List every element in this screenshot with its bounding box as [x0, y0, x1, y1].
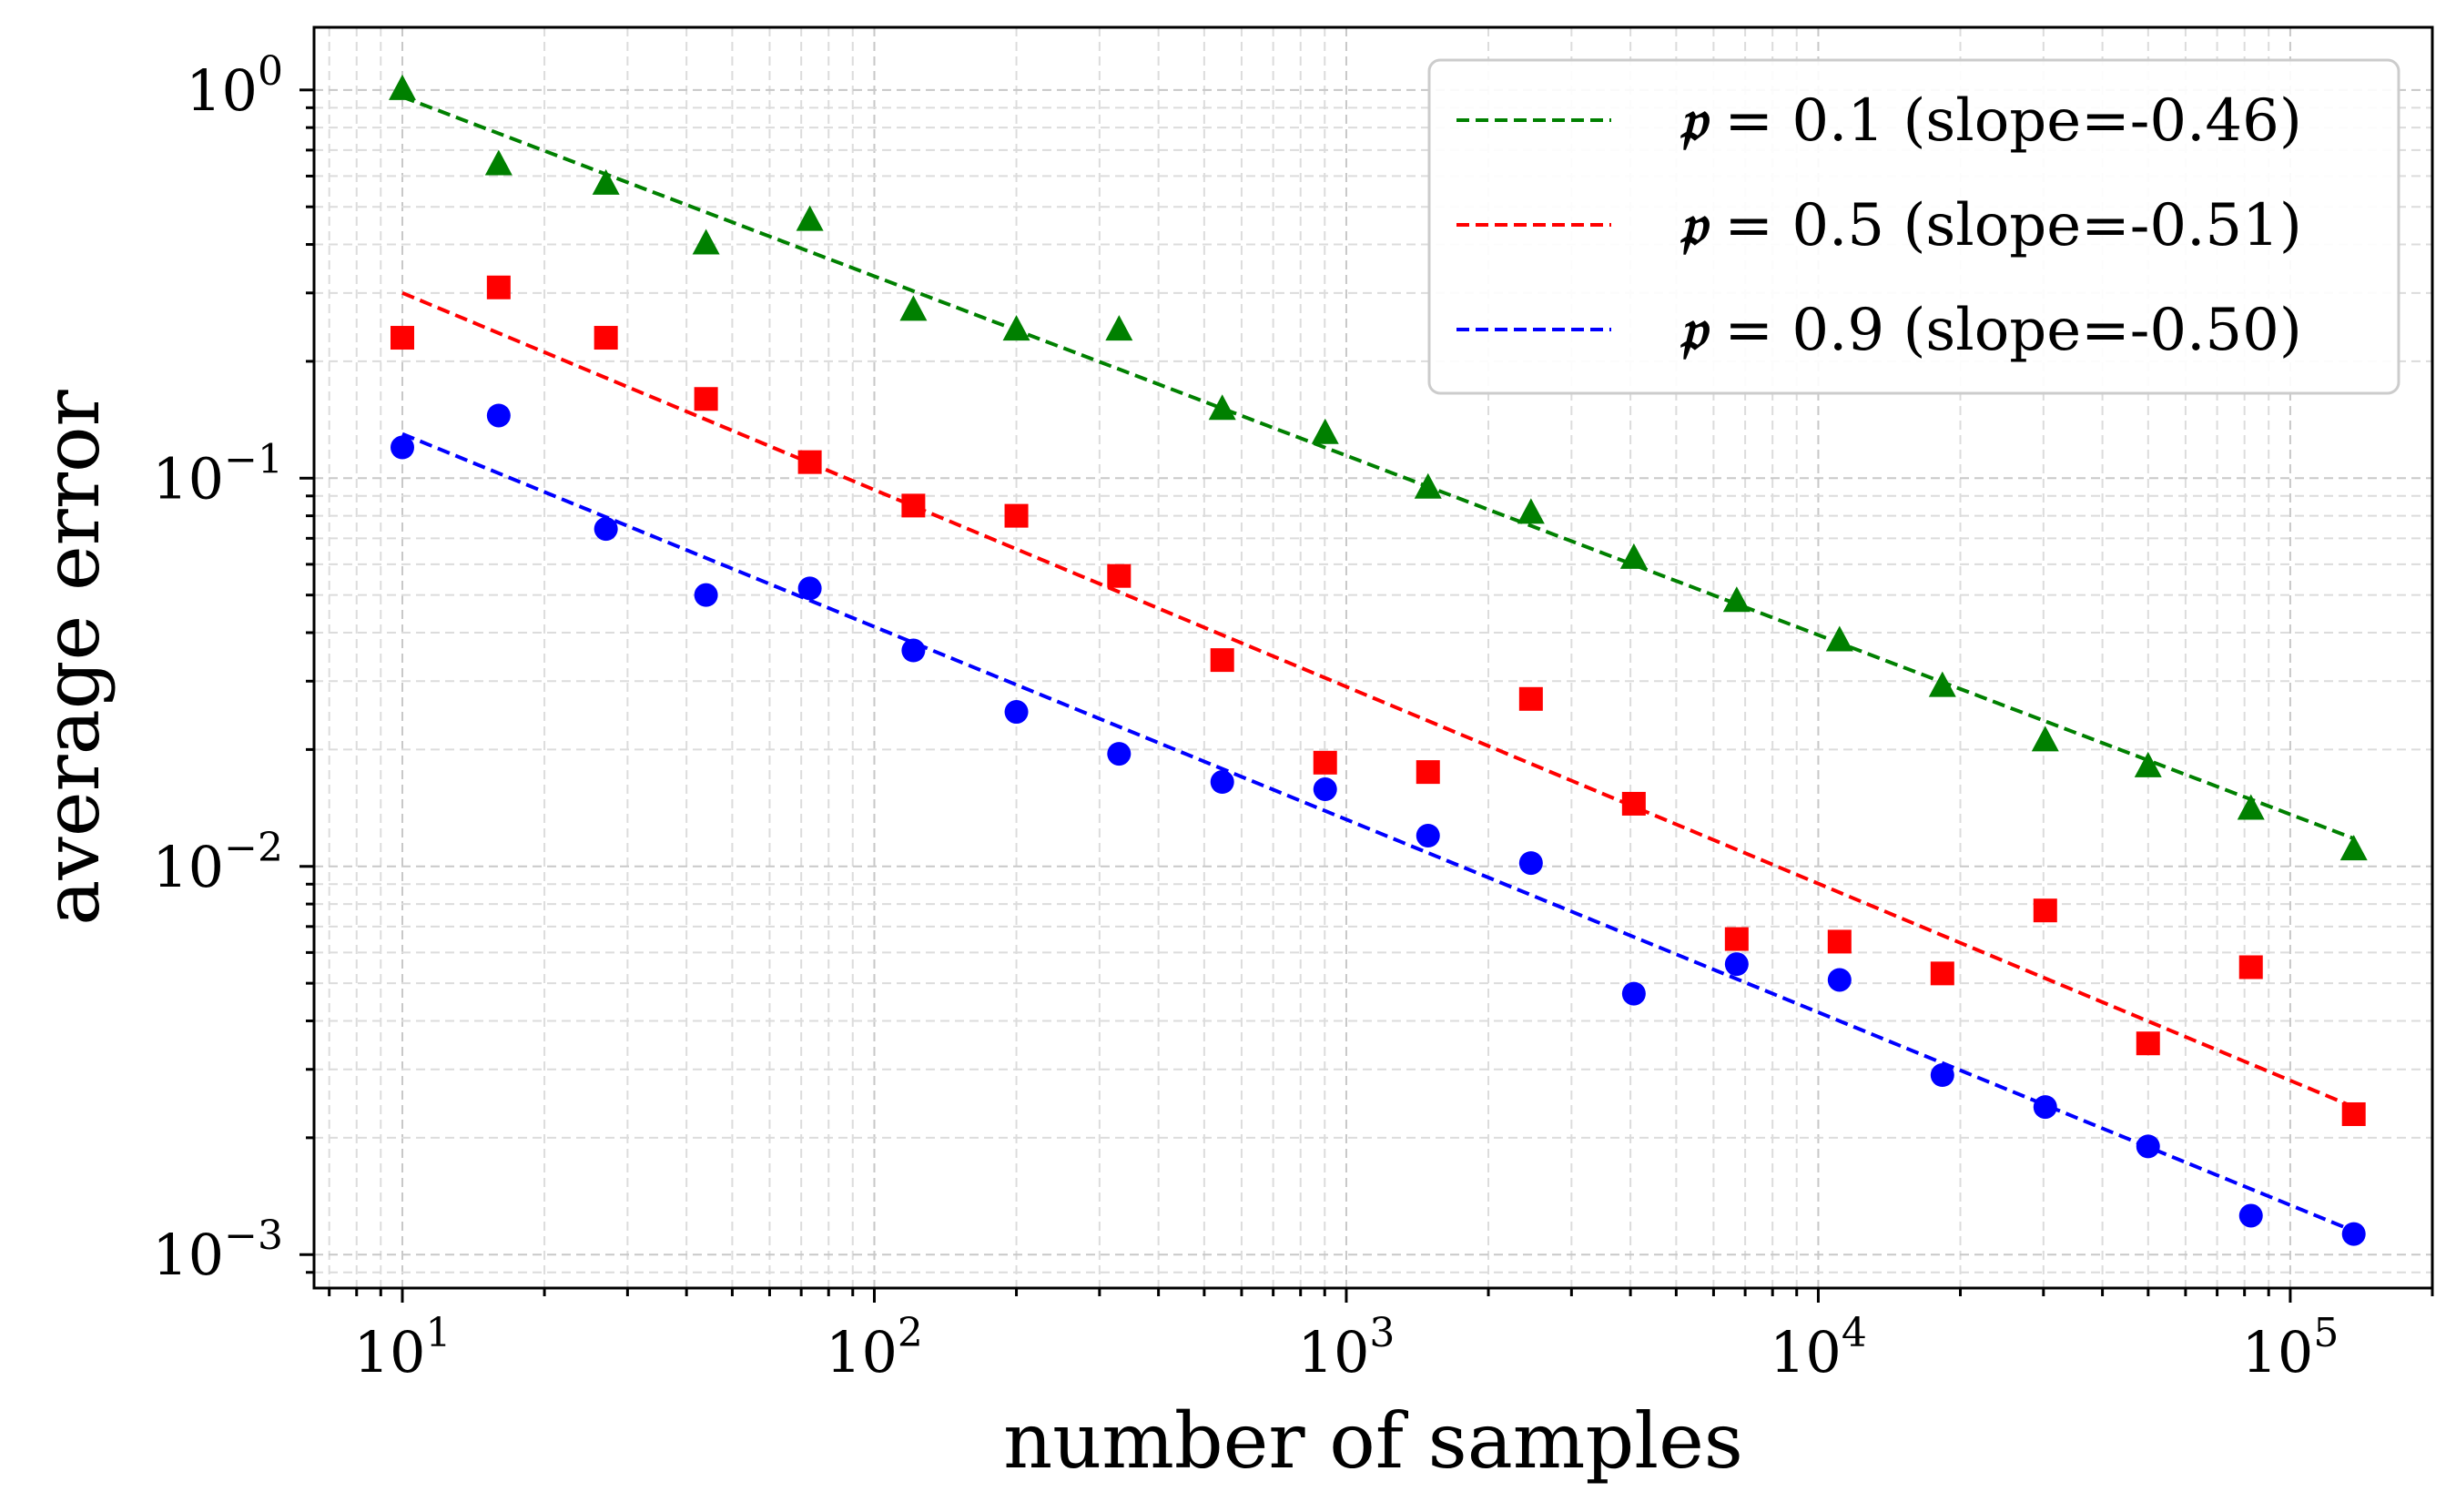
data-point-circle [1621, 981, 1646, 1006]
x-tick-label: 102 [826, 1310, 923, 1385]
data-point-triangle [1928, 671, 1956, 697]
data-point-circle [2033, 1095, 2057, 1120]
data-point-square [901, 493, 926, 518]
legend-label: 𝔭 = 0.9 (slope=-0.50) [1680, 296, 2302, 364]
data-point-circle [901, 638, 926, 663]
fit-line [401, 290, 2355, 1109]
data-point-square [797, 450, 822, 474]
fit-lines [401, 95, 2355, 1233]
data-point-circle [594, 517, 618, 542]
data-point-square [2238, 955, 2263, 979]
data-point-circle [391, 435, 415, 460]
data-points [389, 74, 2368, 1246]
data-point-triangle [1311, 418, 1339, 444]
y-axis-title: average error [27, 389, 117, 925]
data-point-triangle [484, 149, 513, 176]
legend-label: 𝔭 = 0.5 (slope=-0.51) [1680, 191, 2302, 259]
data-point-triangle [1619, 543, 1648, 569]
y-tick-label: 100 [186, 48, 283, 124]
data-point-square [694, 387, 718, 411]
data-point-circle [2238, 1203, 2263, 1228]
data-point-triangle [2339, 835, 2368, 861]
data-point-triangle [1208, 394, 1236, 421]
data-point-square [1930, 961, 1954, 986]
x-axis-title: number of samples [1003, 1396, 1743, 1486]
data-point-circle [797, 576, 822, 601]
data-point-triangle [389, 74, 417, 100]
fit-line [401, 95, 2355, 840]
plot-frame [312, 25, 2434, 1290]
data-point-circle [1210, 770, 1234, 795]
data-point-triangle [1517, 498, 1545, 524]
data-point-square [2033, 898, 2057, 923]
data-point-square [1416, 760, 1440, 785]
data-point-triangle [1002, 315, 1030, 341]
data-point-circle [2341, 1222, 2366, 1246]
data-point-circle [486, 403, 511, 428]
data-point-triangle [899, 295, 928, 321]
data-point-circle [1313, 777, 1337, 802]
x-tick-label: 105 [2241, 1310, 2339, 1385]
data-point-circle [1724, 952, 1749, 977]
legend-box [1427, 58, 2400, 395]
data-point-circle [1416, 824, 1440, 848]
data-point-circle [694, 583, 718, 607]
fit-line [401, 431, 2355, 1233]
data-point-triangle [796, 205, 824, 231]
data-point-square [2341, 1101, 2366, 1126]
y-tick-label: 10−3 [152, 1213, 283, 1288]
data-point-triangle [2237, 794, 2265, 820]
data-point-circle [1930, 1063, 1954, 1088]
data-point-square [2136, 1031, 2160, 1056]
data-point-circle [1518, 851, 1543, 876]
data-point-circle [2136, 1134, 2160, 1159]
y-tick-label: 10−2 [152, 825, 283, 900]
data-point-triangle [1825, 625, 1853, 652]
y-tick-label: 10−1 [152, 436, 283, 512]
data-point-square [1827, 929, 1852, 954]
axis-ticks: 101 102 103 104 105 100 10−1 10−2 10−3 [152, 48, 2434, 1385]
legend: 𝔭 = 0.1 (slope=-0.46) 𝔭 = 0.5 (slope=-0.5… [1427, 58, 2400, 395]
data-point-square [594, 326, 618, 350]
data-point-circle [1004, 700, 1029, 725]
data-point-square [1107, 563, 1132, 588]
data-point-circle [1827, 968, 1852, 992]
data-point-circle [1107, 742, 1132, 766]
data-point-triangle [1722, 586, 1751, 613]
data-point-triangle [1414, 472, 1442, 499]
x-tick-label: 104 [1770, 1310, 1867, 1385]
legend-label: 𝔭 = 0.1 (slope=-0.46) [1680, 86, 2302, 155]
data-point-square [486, 275, 511, 299]
data-point-square [1621, 791, 1646, 816]
data-point-triangle [1105, 315, 1133, 341]
data-point-triangle [592, 168, 620, 195]
data-point-square [1313, 750, 1337, 775]
data-point-triangle [2031, 726, 2059, 752]
x-tick-label: 101 [354, 1310, 452, 1385]
data-point-square [391, 326, 415, 350]
data-point-triangle [692, 228, 720, 255]
data-point-square [1004, 503, 1029, 528]
data-point-triangle [2134, 751, 2162, 777]
data-point-square [1724, 927, 1749, 951]
data-point-square [1518, 686, 1543, 711]
data-point-square [1210, 648, 1234, 673]
x-tick-label: 103 [1298, 1310, 1395, 1385]
